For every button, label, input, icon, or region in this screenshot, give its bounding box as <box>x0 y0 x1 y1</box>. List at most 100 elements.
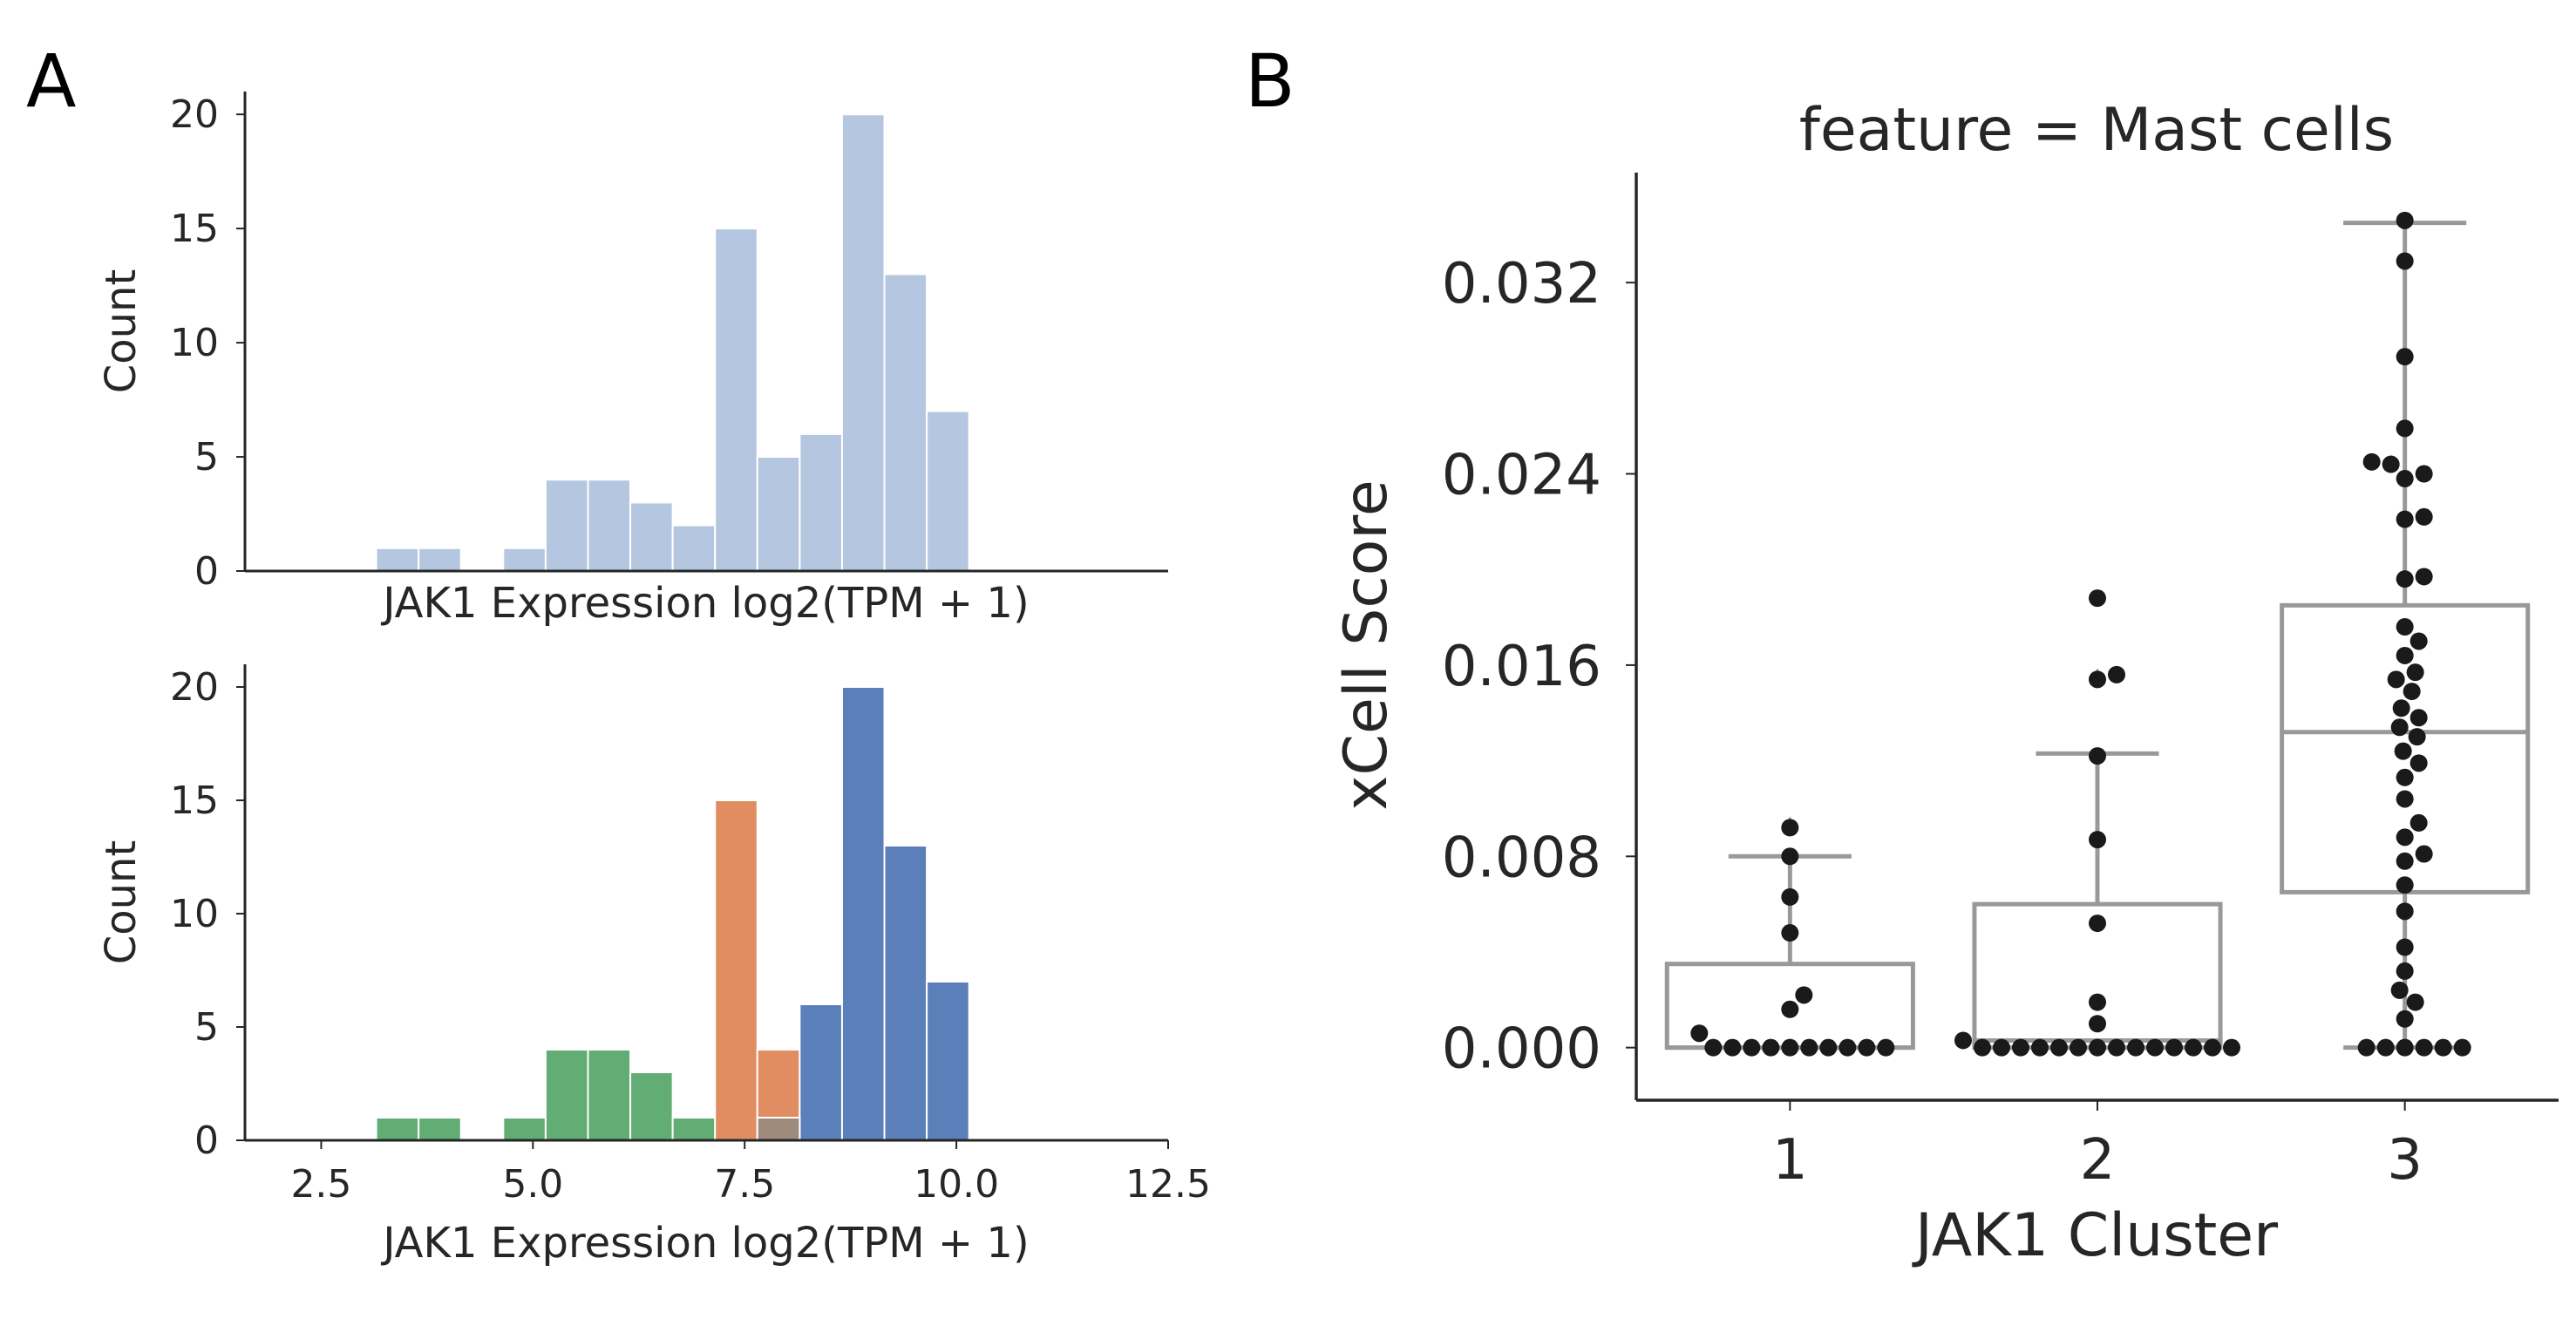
swarm-point <box>2396 790 2414 808</box>
swarm-point <box>2165 1038 2183 1057</box>
swarm-point <box>2403 683 2421 701</box>
boxplot-y-tick-label: 0.032 <box>1442 252 1601 316</box>
boxplot-box-2 <box>1972 589 2223 1051</box>
swarm-point <box>1762 1038 1780 1057</box>
swarm-point <box>2396 570 2414 588</box>
swarm-point <box>1877 1038 1895 1057</box>
histogram-top-y-tick-label: 0 <box>194 549 219 594</box>
swarm-point <box>2396 902 2414 921</box>
histogram-bottom-x-ticks: 2.5 5.0 7.5 10.0 12.5 <box>290 1140 1211 1207</box>
swarm-point <box>2031 1038 2049 1057</box>
swarm-point <box>2127 1038 2144 1057</box>
histogram-top-y-ticks: 0 5 10 15 20 <box>170 92 245 594</box>
histogram-bottom-bar <box>502 1117 547 1141</box>
swarm-point <box>2415 845 2433 863</box>
boxplot-y-tick-label: 0.008 <box>1442 826 1601 890</box>
swarm-point <box>1781 887 1799 906</box>
swarm-point <box>2223 1038 2240 1057</box>
histogram-bottom-x-tick-label: 5.0 <box>502 1162 563 1207</box>
swarm-point <box>1800 1038 1818 1057</box>
boxplot-title: feature = Mast cells <box>1799 96 2394 165</box>
histogram-top-bar <box>714 228 758 572</box>
swarm-point <box>2387 670 2405 689</box>
histogram-bottom-bar <box>671 1117 717 1141</box>
boxplot-y-tick-label: 0.016 <box>1442 635 1601 699</box>
histogram-bottom-bar <box>883 845 928 1141</box>
swarm-point <box>1781 1000 1799 1018</box>
histogram-top-bar <box>544 479 589 572</box>
histogram-bottom-y-label: Count <box>97 840 146 965</box>
histogram-bottom-bar <box>799 1003 843 1141</box>
histogram-top-bar <box>587 479 632 572</box>
swarm-point <box>2396 1010 2414 1028</box>
swarm-point <box>2390 981 2409 999</box>
swarm-point <box>2089 670 2106 689</box>
boxplot-chart: feature = Mast cells 0.000 0.008 0.016 0.02… <box>1332 96 2559 1270</box>
swarm-point <box>2070 1038 2087 1057</box>
histogram-top-bar <box>883 273 928 572</box>
swarm-point <box>2409 813 2428 832</box>
histogram-bottom-x-tick-label: 12.5 <box>1125 1162 1211 1207</box>
swarm-point <box>2409 632 2428 650</box>
swarm-point <box>2415 568 2433 586</box>
boxplot-x-tick-label: 2 <box>2080 1128 2116 1193</box>
swarm-point <box>2357 1038 2375 1057</box>
histogram-top-bar <box>926 410 970 572</box>
boxplot-x-tick-label: 3 <box>2387 1128 2423 1193</box>
swarm-point <box>1795 986 1813 1004</box>
swarm-point <box>1704 1038 1723 1057</box>
swarm-point <box>1781 1038 1799 1057</box>
panel-letter-b: B <box>1245 38 1295 124</box>
swarm-point <box>2392 699 2410 717</box>
histogram-bottom-bars <box>375 686 970 1141</box>
swarm-point <box>2050 1038 2068 1057</box>
histogram-bottom-y-tick-label: 20 <box>170 665 219 710</box>
swarm-point <box>2396 938 2414 956</box>
histogram-top: 0 5 10 15 20 JAK1 Expression log2(TPM + 1) C… <box>97 92 1168 628</box>
histogram-bottom-y-tick-label: 10 <box>170 892 219 936</box>
swarm-point <box>2089 993 2106 1011</box>
histogram-bottom-y-tick-label: 5 <box>194 1005 219 1050</box>
swarm-point <box>2204 1038 2221 1057</box>
swarm-point <box>1781 847 1799 866</box>
histogram-top-x-label: JAK1 Expression log2(TPM + 1) <box>380 579 1029 628</box>
swarm-point <box>2406 663 2424 682</box>
histogram-bottom-bar <box>375 1117 420 1141</box>
swarm-point <box>2396 768 2414 786</box>
swarm-point <box>2394 742 2412 760</box>
boxplot-x-label: JAK1 Cluster <box>1912 1201 2278 1270</box>
histogram-bottom-x-tick-label: 2.5 <box>290 1162 351 1207</box>
swarm-point <box>2415 465 2433 483</box>
boxplot-points <box>1690 211 2471 1057</box>
histogram-top-y-tick-label: 15 <box>170 207 219 251</box>
histogram-bottom-bar-overlap <box>756 1117 801 1141</box>
histogram-top-bar <box>418 547 462 572</box>
histogram-bottom: 0 5 10 15 20 2.5 5.0 7.5 10.0 12.5 JAK1 Expressi… <box>97 664 1211 1268</box>
swarm-point <box>2396 510 2414 528</box>
swarm-point <box>2376 1038 2395 1057</box>
swarm-point <box>2089 915 2106 933</box>
histogram-top-bar <box>375 547 420 572</box>
swarm-point <box>2012 1038 2029 1057</box>
swarm-point <box>1781 819 1799 837</box>
histogram-top-y-tick-label: 5 <box>194 435 219 479</box>
swarm-point <box>2108 665 2125 683</box>
swarm-point <box>2396 962 2414 980</box>
swarm-point <box>2089 1038 2106 1057</box>
boxplot-y-ticks: 0.000 0.008 0.016 0.024 0.032 <box>1442 252 1636 1082</box>
swarm-point <box>2382 455 2400 473</box>
histogram-top-bar <box>799 432 843 572</box>
swarm-point <box>2089 747 2106 765</box>
histogram-bottom-bar <box>840 686 886 1141</box>
swarm-point <box>2396 1038 2414 1057</box>
histogram-bottom-y-tick-label: 15 <box>170 779 219 823</box>
swarm-point <box>1690 1024 1709 1043</box>
histogram-top-bar <box>756 456 801 572</box>
histogram-bottom-x-label: JAK1 Expression log2(TPM + 1) <box>380 1219 1029 1268</box>
swarm-point <box>2396 828 2414 847</box>
swarm-point <box>1819 1038 1838 1057</box>
swarm-point <box>2415 1038 2433 1057</box>
swarm-point <box>1839 1038 1857 1057</box>
swarm-point <box>2396 211 2414 229</box>
histogram-bottom-x-tick-label: 7.5 <box>714 1162 775 1207</box>
